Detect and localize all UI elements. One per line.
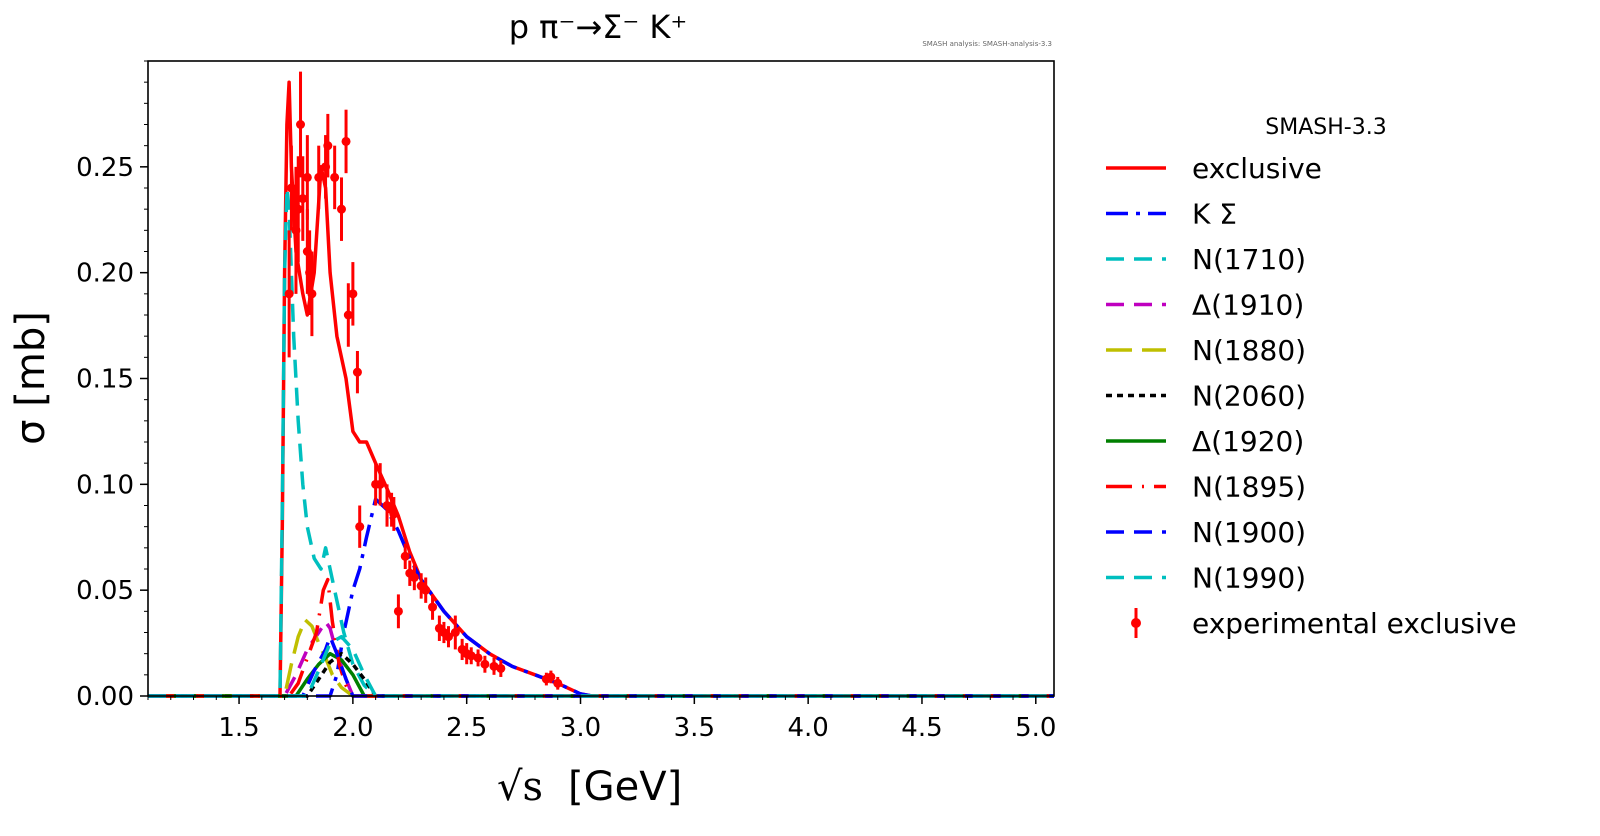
- data-point: [323, 141, 333, 151]
- legend-label: experimental exclusive: [1192, 607, 1517, 640]
- legend-label: Δ(1920): [1192, 425, 1304, 458]
- series-line-n-1895-: [148, 577, 1054, 698]
- y-tick-label: 0.25: [76, 153, 134, 183]
- series-line--1910-: [148, 620, 1054, 698]
- legend-label: K Σ: [1192, 198, 1237, 231]
- data-point: [421, 585, 431, 595]
- data-point: [293, 204, 303, 214]
- data-point: [341, 136, 351, 146]
- x-axis-label-symbol: √s: [497, 764, 543, 810]
- x-tick-label: 1.5: [218, 713, 259, 743]
- experimental-points: [284, 71, 563, 690]
- series-line-n-1990-: [148, 634, 1054, 698]
- legend-label: Δ(1910): [1192, 289, 1304, 322]
- data-point: [409, 572, 419, 582]
- data-point: [343, 310, 353, 320]
- legend-label: N(1710): [1192, 243, 1306, 276]
- data-point: [348, 289, 358, 299]
- x-axis-label-unit: [GeV]: [568, 764, 682, 810]
- x-tick-label: 2.0: [332, 713, 373, 743]
- data-point: [428, 602, 438, 612]
- data-point: [307, 289, 317, 299]
- data-point: [375, 479, 385, 489]
- y-tick-label: 0.00: [76, 682, 134, 712]
- y-tick-label: 0.15: [76, 365, 134, 395]
- series-line-n-1710-: [148, 186, 1054, 698]
- data-point: [298, 194, 308, 204]
- data-point: [489, 661, 499, 671]
- data-point: [314, 172, 324, 182]
- data-point: [352, 367, 362, 377]
- x-axis-ticks: 1.5 2.0 2.5 3.0 3.5 4.0 4.5 5.0: [147, 696, 1056, 743]
- chart-title: p π⁻→Σ⁻ K⁺: [509, 8, 688, 46]
- x-tick-label: 3.5: [674, 713, 715, 743]
- data-point: [389, 509, 399, 519]
- data-point: [393, 606, 403, 616]
- x-tick-label: 5.0: [1015, 713, 1056, 743]
- legend-label: N(1900): [1192, 516, 1306, 549]
- data-point: [496, 663, 506, 673]
- data-point: [480, 659, 490, 669]
- y-tick-label: 0.10: [76, 470, 134, 500]
- plot-area: [147, 60, 1055, 698]
- legend-swatch-point: [1131, 618, 1141, 628]
- series-line-n-1880-: [148, 618, 1054, 698]
- legend: SMASH-3.3 exclusive K Σ N(1710) Δ(1910) N(18…: [1106, 115, 1517, 640]
- y-axis-label: σ [mb]: [8, 311, 54, 445]
- data-point: [286, 183, 296, 193]
- series-line--1920-: [148, 651, 1054, 698]
- legend-label: exclusive: [1192, 152, 1322, 185]
- legend-label: N(1990): [1192, 562, 1306, 595]
- data-point: [553, 678, 563, 688]
- legend-title: SMASH-3.3: [1265, 115, 1386, 140]
- chart-annotation: SMASH analysis: SMASH-analysis-3.3: [922, 40, 1052, 48]
- series-group: [148, 80, 1054, 698]
- data-point: [450, 628, 460, 637]
- series-line-exclusive: [148, 80, 1054, 698]
- x-tick-label: 3.0: [560, 713, 601, 743]
- legend-label: N(1880): [1192, 334, 1306, 367]
- data-point: [400, 551, 410, 561]
- data-point: [546, 672, 556, 682]
- data-point: [296, 120, 306, 129]
- data-point: [355, 522, 365, 532]
- series-line-n-1900-: [148, 634, 1054, 698]
- legend-label: N(2060): [1192, 380, 1306, 413]
- data-point: [302, 172, 312, 182]
- series-line-n-2060-: [148, 651, 1054, 698]
- legend-label: N(1895): [1192, 471, 1306, 504]
- data-point: [284, 289, 294, 299]
- data-point: [443, 632, 453, 642]
- y-tick-label: 0.05: [76, 576, 134, 606]
- data-point: [473, 653, 483, 663]
- y-axis-ticks: 0.00 0.05 0.10 0.15 0.20 0.25: [76, 60, 148, 712]
- y-tick-label: 0.20: [76, 259, 134, 289]
- x-tick-label: 4.0: [787, 713, 828, 743]
- x-tick-label: 2.5: [446, 713, 487, 743]
- data-point: [330, 172, 340, 182]
- x-axis-label: √s [GeV]: [497, 764, 682, 810]
- x-tick-label: 4.5: [901, 713, 942, 743]
- data-point: [336, 204, 346, 214]
- data-point: [466, 651, 476, 661]
